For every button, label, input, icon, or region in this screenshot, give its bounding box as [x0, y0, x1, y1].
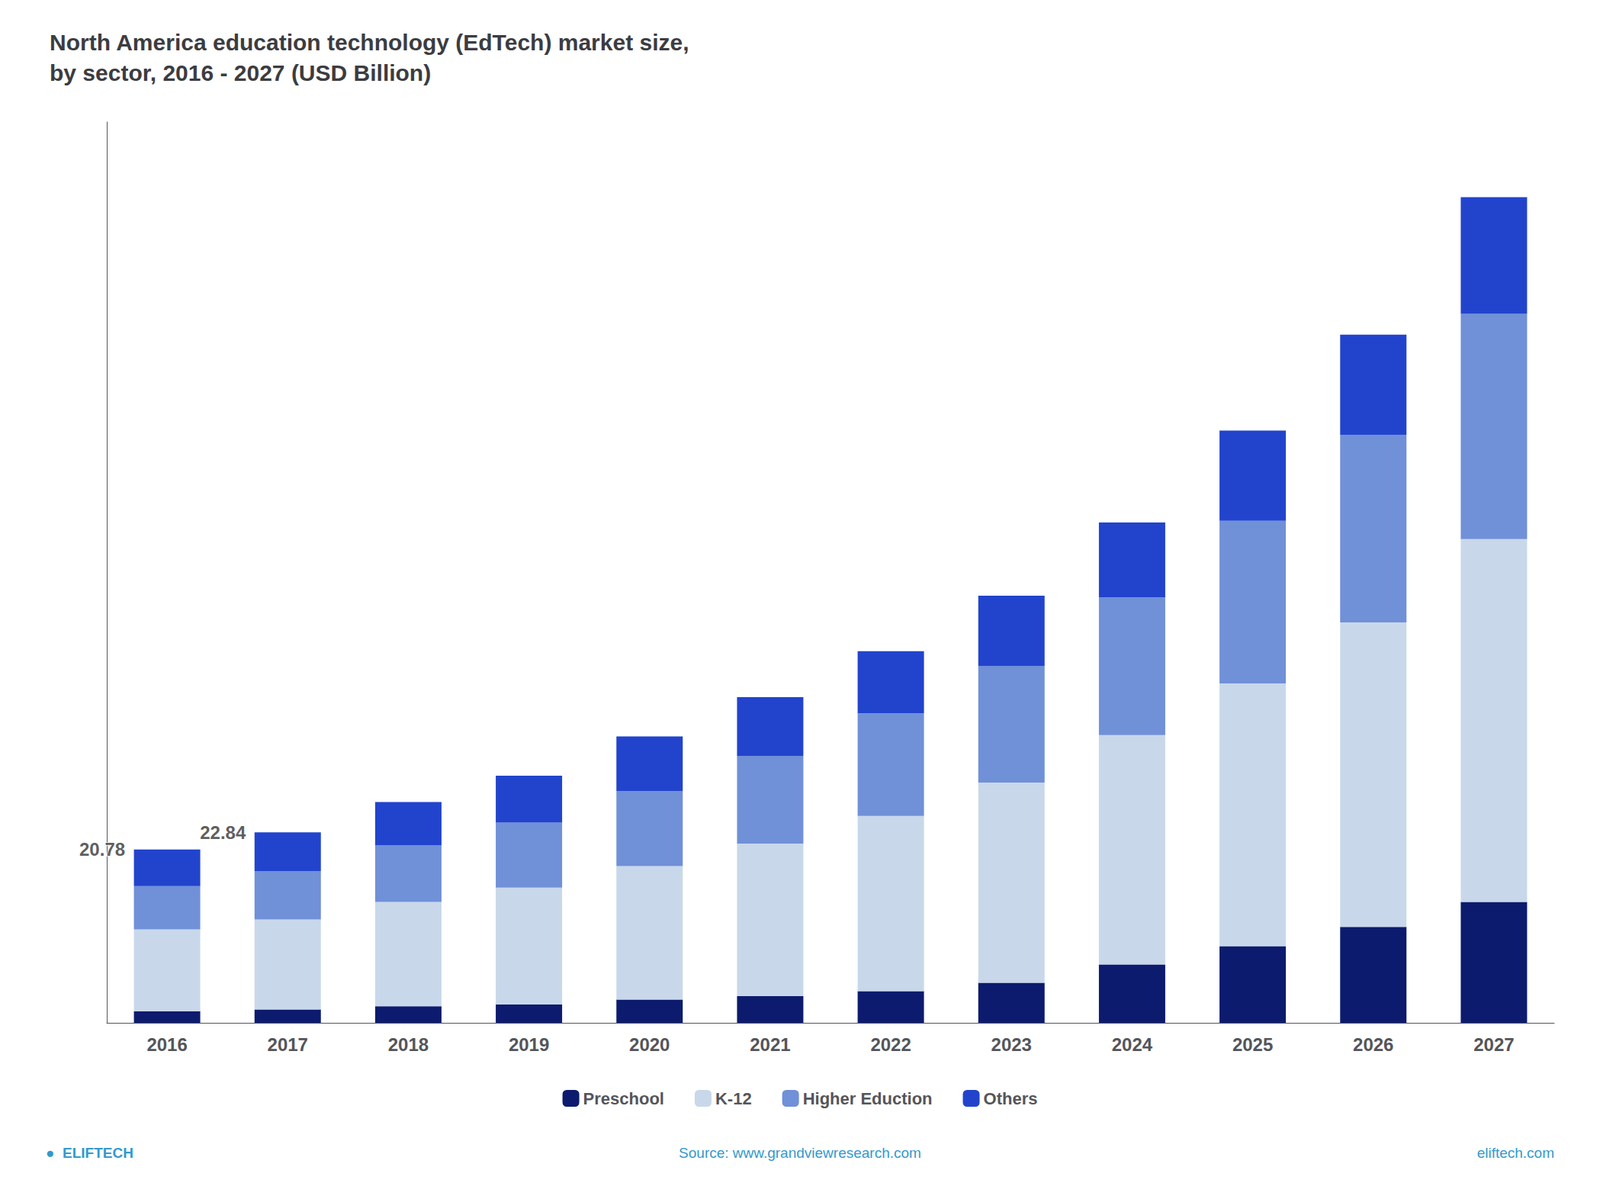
svg-text:eliftech.com: eliftech.com: [1477, 1144, 1555, 1161]
svg-text:2020: 2020: [629, 1034, 670, 1055]
svg-text:2022: 2022: [870, 1034, 911, 1055]
svg-text:2017: 2017: [267, 1034, 309, 1055]
svg-text:Higher Eduction: Higher Eduction: [803, 1089, 933, 1109]
svg-text:● ELIFTECH: ● ELIFTECH: [45, 1144, 134, 1161]
svg-text:2019: 2019: [508, 1034, 550, 1055]
svg-text:Source: www.grandviewresearch.: Source: www.grandviewresearch.com: [678, 1144, 922, 1161]
svg-text:22.84: 22.84: [199, 822, 247, 843]
svg-text:2025: 2025: [1232, 1034, 1273, 1055]
svg-text:by sector, 2016 - 2027 (USD Bi: by sector, 2016 - 2027 (USD Billion): [49, 60, 431, 86]
svg-text:2021: 2021: [749, 1034, 791, 1055]
svg-text:2026: 2026: [1352, 1034, 1394, 1055]
svg-text:K-12: K-12: [715, 1089, 752, 1109]
svg-text:2016: 2016: [146, 1034, 187, 1055]
svg-text:Others: Others: [983, 1089, 1038, 1109]
svg-text:Preschool: Preschool: [583, 1089, 665, 1109]
svg-text:2024: 2024: [1111, 1034, 1154, 1055]
svg-text:2023: 2023: [991, 1034, 1032, 1055]
svg-text:20.78: 20.78: [79, 838, 126, 860]
svg-text:North America education techno: North America education technology (EdTe…: [49, 29, 690, 55]
svg-text:2018: 2018: [388, 1034, 429, 1055]
svg-text:2027: 2027: [1473, 1034, 1514, 1055]
